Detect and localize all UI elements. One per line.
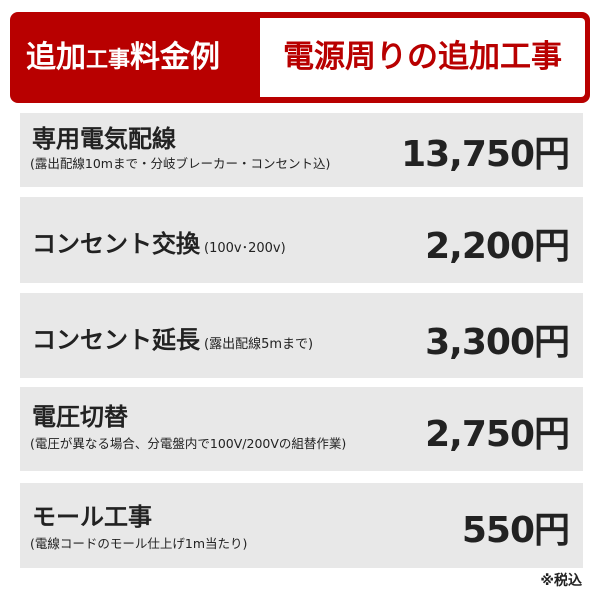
item-title-text: コンセント延長	[32, 326, 200, 354]
price-row: 電圧切替 (電圧が異なる場合、分電盤内で100V/200Vの組替作業) 2,75…	[20, 387, 583, 471]
item-title: 専用電気配線	[32, 125, 176, 153]
header-banner: 追加工事料金例 電源周りの追加工事	[10, 12, 590, 103]
price-row: 専用電気配線 (露出配線10mまで・分岐ブレーカー・コンセント込) 13,750…	[20, 113, 583, 187]
header-label-part: 料金例	[130, 40, 221, 75]
item-note: (100v･200v)	[204, 241, 286, 256]
item-price: 2,750円	[425, 414, 570, 455]
header-label-part: 追加	[26, 40, 86, 75]
item-price: 3,300円	[425, 322, 570, 363]
item-note: (露出配線5mまで)	[204, 337, 314, 352]
item-title: コンセント交換 (100v･200v)	[32, 224, 286, 259]
header-label-part: 工事	[86, 48, 131, 73]
price-row: モール工事 (電線コードのモール仕上げ1m当たり) 550円	[20, 483, 583, 568]
item-price: 2,200円	[425, 226, 570, 267]
item-note: (電線コードのモール仕上げ1m当たり)	[30, 536, 248, 551]
header-title: 電源周りの追加工事	[260, 18, 585, 97]
price-row: コンセント交換 (100v･200v) 2,200円	[20, 197, 583, 283]
header-label: 追加工事料金例	[26, 12, 220, 103]
item-price: 13,750円	[401, 134, 570, 175]
item-note: (電圧が異なる場合、分電盤内で100V/200Vの組替作業)	[30, 436, 347, 451]
price-row: コンセント延長 (露出配線5mまで) 3,300円	[20, 293, 583, 378]
item-title: モール工事	[32, 503, 152, 531]
item-title-text: コンセント交換	[32, 230, 200, 258]
item-price: 550円	[461, 510, 570, 551]
item-title: 電圧切替	[32, 403, 128, 431]
item-title: コンセント延長 (露出配線5mまで)	[32, 320, 313, 355]
tax-note: ※税込	[540, 573, 582, 589]
item-note: (露出配線10mまで・分岐ブレーカー・コンセント込)	[30, 156, 331, 171]
